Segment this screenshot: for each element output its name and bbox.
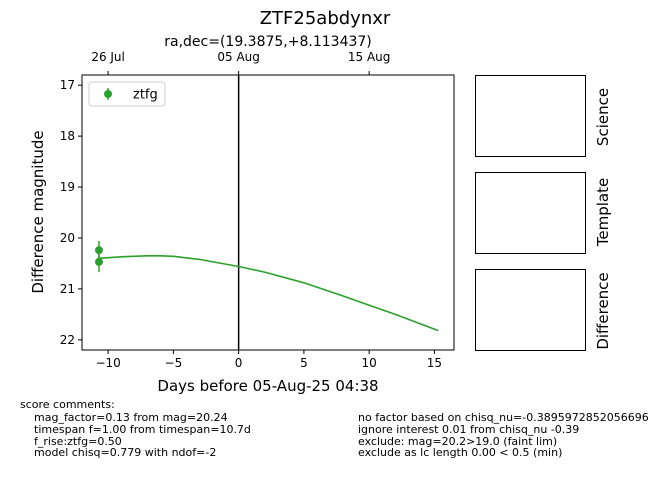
x-tick-label: −5 <box>165 356 183 370</box>
top-axis-tick-label: 05 Aug <box>217 50 260 64</box>
y-tick-label: 17 <box>60 78 75 92</box>
x-axis-label: Days before 05-Aug-25 04:38 <box>157 377 379 395</box>
model-curve <box>98 255 439 332</box>
y-axis-label: Difference magnitude <box>29 130 47 294</box>
x-tick-label: −10 <box>95 356 120 370</box>
x-tick-label: 5 <box>300 356 308 370</box>
y-tick-label: 22 <box>60 333 75 347</box>
comment-line: exclude: mag=20.2>19.0 (faint lim) <box>358 434 558 448</box>
comment-line: mag_factor=0.13 from mag=20.24 <box>34 411 228 424</box>
template-image-panel <box>475 172 586 254</box>
comment-line: f_rise:ztfg=0.50 <box>34 434 122 448</box>
data-point <box>94 257 103 266</box>
y-tick-label: 21 <box>60 282 75 296</box>
score-comments-header: score comments: <box>20 398 115 411</box>
y-tick-label: 20 <box>60 231 75 245</box>
comment-line: ignore interest 0.01 from chisq_nu -0.39 <box>358 422 580 436</box>
template-panel-label: Template <box>594 177 612 247</box>
y-tick-label: 18 <box>60 129 75 143</box>
comment-line: model chisq=0.779 with ndof=-2 <box>34 446 217 460</box>
legend-marker <box>104 90 112 98</box>
y-tick-label: 19 <box>60 180 75 194</box>
chart-subtitle: ra,dec=(19.3875,+8.113437) <box>164 34 372 50</box>
comment-line: timespan f=1.00 from timespan=10.7d <box>34 422 251 436</box>
x-tick-label: 15 <box>427 356 442 370</box>
top-axis-tick-label: 15 Aug <box>348 50 391 64</box>
score-comments-left: mag_factor=0.13 from mag=20.24 timespan … <box>34 412 251 459</box>
comment-line: no factor based on chisq_nu=-0.389597285… <box>358 411 649 424</box>
x-tick-label: 10 <box>362 356 377 370</box>
data-point <box>94 246 103 255</box>
difference-image-panel <box>475 269 586 351</box>
top-axis-tick-label: 26 Jul <box>91 50 125 64</box>
difference-panel-label: Difference <box>594 272 612 350</box>
score-comments-right: no factor based on chisq_nu=-0.389597285… <box>358 412 649 459</box>
legend-label: ztfg <box>133 88 158 103</box>
science-panel-label: Science <box>594 87 612 147</box>
science-image-panel <box>475 75 586 157</box>
comment-line: exclude as lc length 0.00 < 0.5 (min) <box>358 446 563 460</box>
x-tick-label: 0 <box>235 356 243 370</box>
plot-frame <box>81 74 455 351</box>
chart-title: ZTF25abdynxr <box>259 8 391 29</box>
